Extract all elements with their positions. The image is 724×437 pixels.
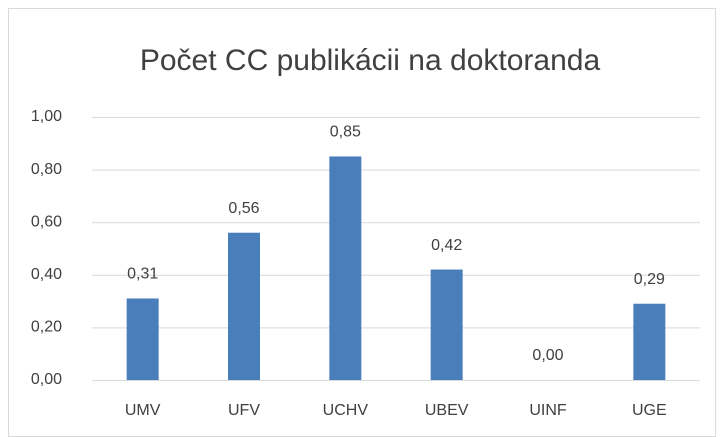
chart-title: Počet CC publikácii na doktoranda xyxy=(140,44,601,77)
value-label: 0,00 xyxy=(532,347,563,364)
value-label: 0,31 xyxy=(127,266,158,283)
y-tick-label: 0,60 xyxy=(31,213,62,230)
value-label: 0,29 xyxy=(634,271,665,288)
x-tick-label: UMV xyxy=(125,402,161,419)
x-tick-label: UCHV xyxy=(323,402,369,419)
bar xyxy=(126,298,159,380)
bar xyxy=(329,156,362,380)
bar xyxy=(430,269,463,380)
x-tick-label: UFV xyxy=(228,402,260,419)
bar xyxy=(228,232,260,380)
value-label: 0,42 xyxy=(431,237,462,254)
y-tick-label: 1,00 xyxy=(31,108,62,125)
value-label: 0,85 xyxy=(330,124,361,141)
value-label: 0,56 xyxy=(228,200,259,217)
y-tick-label: 0,00 xyxy=(31,371,62,388)
y-tick-label: 0,20 xyxy=(31,319,62,336)
x-tick-label: UINF xyxy=(529,402,567,419)
x-tick-label: UGE xyxy=(632,402,667,419)
bar xyxy=(633,303,666,380)
x-tick-label: UBEV xyxy=(425,402,469,419)
y-tick-label: 0,40 xyxy=(31,266,62,283)
y-tick-label: 0,80 xyxy=(31,161,62,178)
